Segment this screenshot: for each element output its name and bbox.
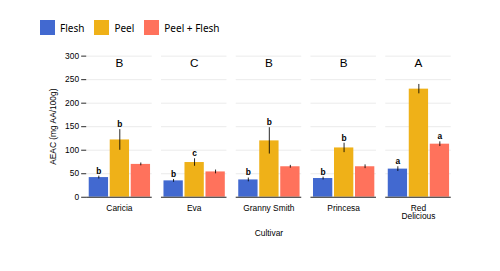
svg-text:200: 200: [65, 98, 79, 108]
svg-text:C: C: [190, 56, 199, 69]
svg-text:300: 300: [65, 51, 79, 61]
svg-text:c: c: [192, 148, 197, 158]
svg-text:b: b: [321, 167, 326, 177]
svg-text:b: b: [267, 117, 272, 127]
svg-text:B: B: [340, 56, 348, 69]
svg-text:50: 50: [70, 168, 80, 178]
svg-text:RedDelicious: RedDelicious: [401, 203, 435, 221]
svg-text:AEAC (mg AA/100g): AEAC (mg AA/100g): [48, 88, 58, 165]
svg-text:a: a: [437, 131, 442, 141]
svg-text:Caricia: Caricia: [106, 203, 132, 213]
svg-text:Granny Smith: Granny Smith: [243, 203, 295, 213]
svg-text:Eva: Eva: [187, 203, 202, 213]
html-text:Peel + Flesh: Peel + Flesh: [164, 20, 220, 35]
svg-text:Princesa: Princesa: [327, 203, 360, 213]
svg-text:b: b: [117, 119, 122, 129]
svg-text:A: A: [414, 56, 422, 69]
svg-text:0: 0: [74, 192, 79, 202]
svg-text:B: B: [115, 56, 123, 69]
svg-text:b: b: [171, 169, 176, 179]
svg-text:100: 100: [65, 145, 79, 155]
svg-text:150: 150: [65, 121, 79, 131]
svg-text:250: 250: [65, 74, 79, 84]
svg-text:B: B: [265, 56, 273, 69]
html-text:Flesh: Flesh: [60, 20, 85, 35]
svg-text:Cultivar: Cultivar: [255, 228, 284, 238]
html-text:Peel: Peel: [114, 20, 135, 35]
svg-text:b: b: [246, 167, 251, 177]
svg-text:b: b: [96, 166, 101, 176]
svg-text:a: a: [396, 156, 401, 166]
svg-text:b: b: [342, 133, 347, 143]
